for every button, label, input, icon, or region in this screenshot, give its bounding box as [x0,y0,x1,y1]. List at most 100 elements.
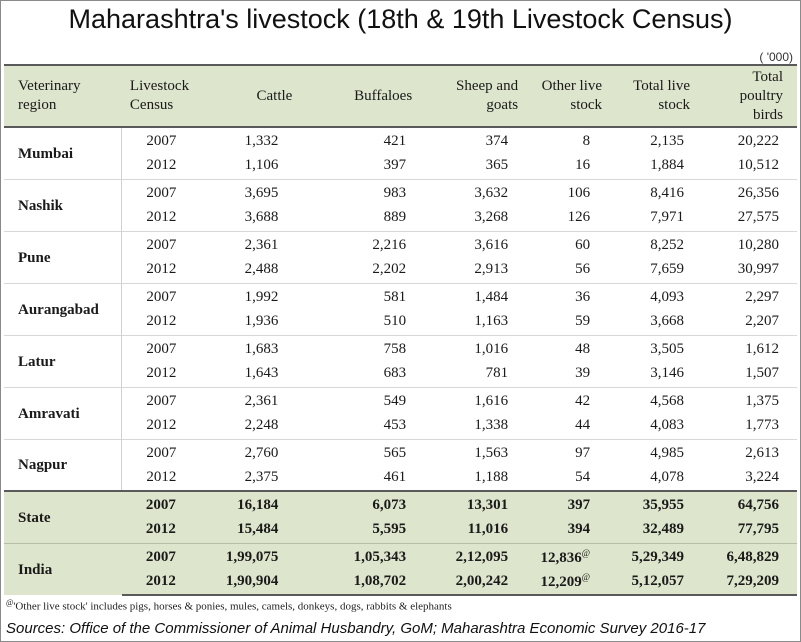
cell-sheep-goats-value: 11,016 [467,521,509,538]
census-year: 2012 [146,417,177,434]
cell-cattle-value: 2,488 [244,261,279,278]
census-year: 2012 [121,517,222,543]
cell-sheep-goats-value: 1,616 [474,392,509,409]
cell-total-livestock: 3,146 [614,361,706,387]
cell-sheep-goats: 1,163 [432,309,530,335]
cell-sheep-goats: 3,632 [432,178,531,205]
cell-other-livestock: 12,209@ [530,569,615,596]
cell-cattle-value: 1,106 [244,157,279,174]
cell-cattle-value: 16,184 [237,497,279,513]
table-row: 2012 2,375 461 1,188 54 4,078 3,224 [4,465,797,491]
cell-other-livestock: 8 [530,126,615,153]
cell-buffaloes: 758 [312,334,433,361]
cell-buffaloes: 510 [312,309,432,335]
figure-title: Maharashtra's livestock (18th & 19th Liv… [68,4,733,34]
census-year: 2012 [121,569,222,596]
census-year: 2012 [146,365,177,382]
cell-cattle-value: 2,248 [244,417,279,434]
cell-buffaloes: 453 [312,413,432,439]
census-year: 2012 [146,157,177,174]
cell-other-livestock: 126 [530,205,614,231]
cell-total-livestock: 3,505 [614,334,706,361]
table-row: 2012 15,484 5,595 11,016 394 32,489 77,795 [4,517,797,543]
cell-cattle: 2,248 [222,413,313,439]
cell-other-livestock: 60 [530,230,615,257]
cell-other-livestock: 59 [530,309,614,335]
cell-buffaloes: 565 [312,438,433,465]
region-name: State [4,490,122,543]
cell-buffaloes: 461 [312,465,432,491]
cell-total-livestock-value: 3,668 [650,313,684,330]
census-year: 2007 [121,282,222,309]
cell-poultry-value: 2,613 [745,444,779,461]
cell-poultry: 2,297 [706,282,797,309]
cell-other-livestock: 397 [530,490,615,517]
cell-other-livestock: 16 [530,153,614,179]
table-row: Aurangabad 2007 1,992 581 1,484 36 4,093 2,297 [4,282,797,335]
cell-poultry-value: 2,297 [745,288,779,305]
census-year: 2007 [121,126,222,153]
cell-total-livestock-value: 1,884 [650,157,684,174]
cell-sheep-goats-value: 1,016 [474,340,509,357]
cell-sheep-goats-value: 374 [485,133,509,149]
census-year: 2012 [146,261,177,278]
cell-buffaloes: 1,08,702 [312,569,433,596]
cell-poultry: 6,48,829 [706,542,797,569]
cell-buffaloes-value: 549 [383,392,407,409]
cell-cattle-value: 3,688 [244,209,279,226]
cell-poultry-value: 1,507 [745,365,779,382]
cell-sheep-goats-value: 1,484 [474,288,509,305]
cell-total-livestock: 8,416 [614,178,706,205]
cell-buffaloes: 683 [312,361,432,387]
cell-sheep-goats-value: 1,163 [474,313,509,330]
census-year: 2007 [121,386,222,413]
cell-sheep-goats-value: 781 [485,365,509,382]
footnote: @'Other live stock' includes pigs, horse… [6,598,452,613]
cell-other-livestock-value: 44 [575,417,591,434]
cell-sheep-goats: 1,338 [432,413,530,439]
cell-poultry: 1,612 [706,334,797,361]
region-name: Latur [4,334,123,387]
header-buffaloes: Buffaloes [312,64,433,128]
cell-buffaloes-value: 1,08,702 [353,573,407,589]
cell-total-livestock-value: 4,568 [650,392,684,409]
table-row: 2012 1,106 397 365 16 1,884 10,512 [4,153,797,179]
cell-cattle-value: 1,683 [244,340,279,357]
cell-cattle-value: 2,760 [244,444,279,461]
census-year: 2012 [146,209,177,226]
footnote-ref-mark: @ [581,572,591,582]
cell-poultry-value: 10,280 [737,236,779,253]
cell-sheep-goats-value: 3,632 [474,184,509,201]
census-year: 2012 [146,469,177,485]
cell-other-livestock: 106 [530,178,615,205]
table-row: Pune 2007 2,361 2,216 3,616 60 8,252 10,280 [4,230,797,283]
table-row: 2012 1,936 510 1,163 59 3,668 2,207 [4,309,797,335]
cell-buffaloes: 421 [312,126,433,153]
cell-sheep-goats-value: 2,00,242 [455,573,509,589]
cell-poultry-value: 64,756 [737,497,779,513]
cell-cattle: 1,683 [221,334,313,361]
cell-cattle: 2,375 [222,465,313,491]
footnote-ref-mark: @ [581,547,591,558]
cell-total-livestock-value: 8,252 [650,236,684,253]
cell-poultry: 3,224 [706,465,797,491]
cell-buffaloes: 983 [312,178,433,205]
cell-buffaloes: 2,216 [312,230,433,257]
cell-total-livestock-value: 3,505 [650,340,684,357]
cell-total-livestock-value: 4,985 [650,444,684,461]
census-year: 2007 [121,490,222,517]
cell-poultry: 1,507 [706,361,797,387]
cell-total-livestock: 2,135 [614,126,706,153]
cell-total-livestock: 7,971 [614,205,706,231]
table-row: State 2007 16,184 6,073 13,301 397 35,955 64,75… [4,490,797,543]
cell-poultry-value: 2,207 [745,313,779,330]
table-row: Mumbai 2007 1,332 421 374 8 2,135 20,222 [4,126,797,179]
cell-cattle: 1,90,904 [221,569,313,596]
cell-poultry: 1,773 [706,413,797,439]
cell-sheep-goats-value: 13,301 [466,497,509,513]
table-row: 2012 2,488 2,202 2,913 56 7,659 30,997 [4,257,797,283]
cell-poultry-value: 26,356 [737,184,779,201]
cell-buffaloes: 889 [312,205,432,231]
cell-total-livestock: 5,12,057 [614,569,706,596]
livestock-table: Veterinary region Livestock Census Cattl… [4,64,797,596]
